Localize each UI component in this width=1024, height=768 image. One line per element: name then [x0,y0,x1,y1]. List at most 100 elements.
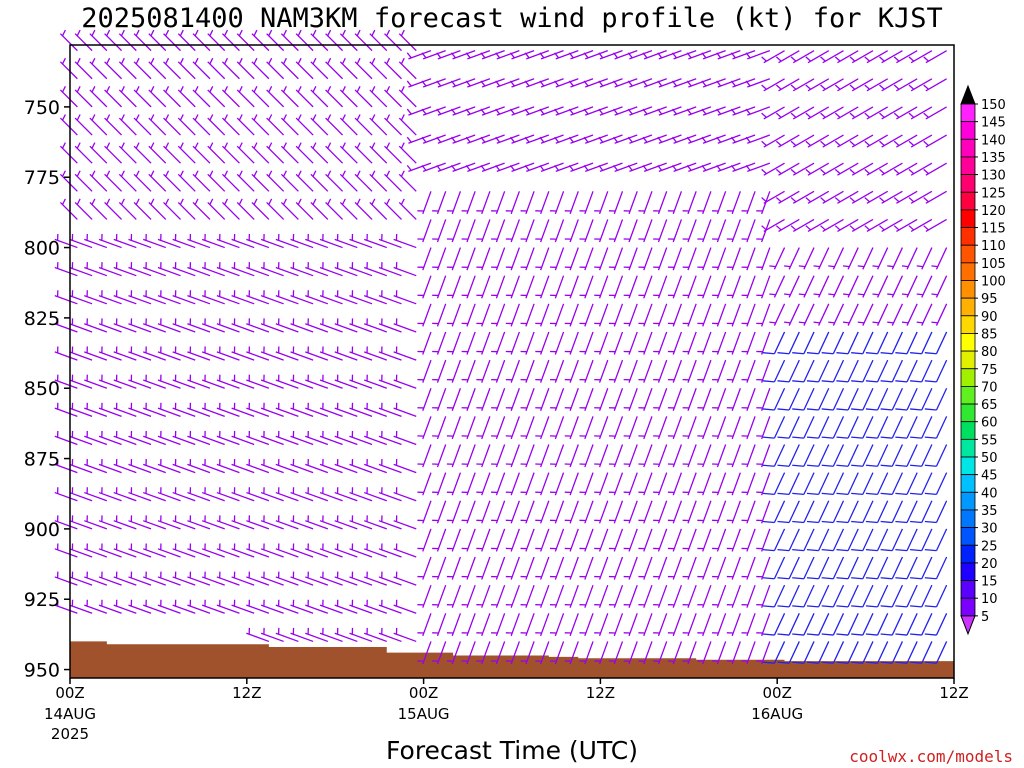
wind-barb [505,472,520,496]
wind-barb [741,303,756,327]
wind-barb [549,275,565,299]
wind-barb [564,388,579,412]
wind-barb [924,528,948,552]
wind-barb [216,430,240,446]
wind-barb [836,528,859,552]
wind-barb [564,584,579,608]
wind-barb [142,318,166,333]
wind-barb [54,571,78,586]
wind-barb [594,416,609,440]
wind-barb [251,86,270,108]
wind-barb [236,170,255,192]
wind-barb [446,359,462,383]
wind-barb [716,78,741,88]
wind-barb [682,500,697,524]
wind-barb [792,528,815,552]
wind-barb [349,571,373,586]
wind-barb [280,57,299,80]
wind-barb [142,233,166,249]
wind-barb [246,571,270,586]
wind-barb [864,134,889,148]
speed-color-legend: 1501451401351301251201151101051009590858… [960,84,1006,636]
wind-barb [54,346,78,361]
wind-barb [697,641,712,665]
wind-barb [638,219,653,243]
wind-barb [642,162,667,172]
wind-barb [880,331,904,355]
wind-barb [275,233,299,249]
wind-barb [857,275,874,298]
wind-barb [820,134,844,148]
wind-barb [461,500,476,524]
wind-barb [697,219,712,243]
wind-barb [275,430,299,446]
wind-barb [334,318,358,333]
wind-barb [554,50,579,60]
wind-barb [880,387,904,411]
wind-barb [608,472,624,496]
x-tick-label: 12Z [586,684,615,702]
legend-label: 65 [981,398,998,413]
wind-barb [354,198,373,220]
wind-barb [363,402,387,417]
wind-barb [354,170,373,192]
wind-barb [163,170,181,192]
wind-barb [756,472,771,496]
wind-barb [657,50,682,60]
wind-barb [476,247,491,271]
terrain-fill [70,641,954,678]
wind-barb [623,444,638,468]
wind-barb [667,500,683,524]
wind-barb [598,50,623,60]
wind-barb [908,50,933,64]
wind-barb [246,515,270,530]
wind-barb [564,331,579,355]
legend-label: 75 [981,363,998,378]
wind-barb [741,444,756,468]
wind-barb [657,106,682,116]
wind-barb [834,106,859,120]
wind-barb [806,472,830,496]
wind-barb [133,57,152,80]
wind-barb [520,641,535,665]
wind-barb [201,543,225,558]
wind-barb [564,641,579,665]
wind-barb [762,472,786,496]
wind-barb [446,219,462,243]
wind-barb [222,57,240,80]
wind-barb [505,303,520,327]
wind-barb [712,275,727,299]
wind-barb [895,556,918,580]
wind-barb [98,346,122,361]
wind-barb [594,613,609,637]
wind-barb [623,247,638,271]
wind-barb [893,190,918,204]
wind-barb [398,142,417,164]
wind-barb [319,346,343,361]
wind-barb [54,515,78,530]
wind-barb [726,444,741,468]
wind-barb [893,218,918,232]
wind-barb [275,402,299,417]
wind-barb [608,219,624,243]
legend-label: 45 [981,469,998,484]
wind-barb [583,134,608,144]
wind-barb [393,599,417,614]
wind-barb [98,515,122,530]
y-tick-label: 750 [24,97,60,119]
wind-barb [671,134,697,144]
wind-barb [756,219,771,243]
wind-barb [761,162,785,176]
wind-barb [163,114,181,136]
wind-barb [579,275,594,299]
wind-barb [432,219,447,243]
wind-barb [505,500,520,524]
wind-barb [653,613,668,637]
wind-barb [290,402,314,417]
wind-barb [476,191,491,215]
wind-barb [806,416,830,439]
wind-barb [54,459,78,474]
wind-barb [275,459,299,474]
wind-barb [69,262,93,277]
wind-barb [177,114,196,136]
